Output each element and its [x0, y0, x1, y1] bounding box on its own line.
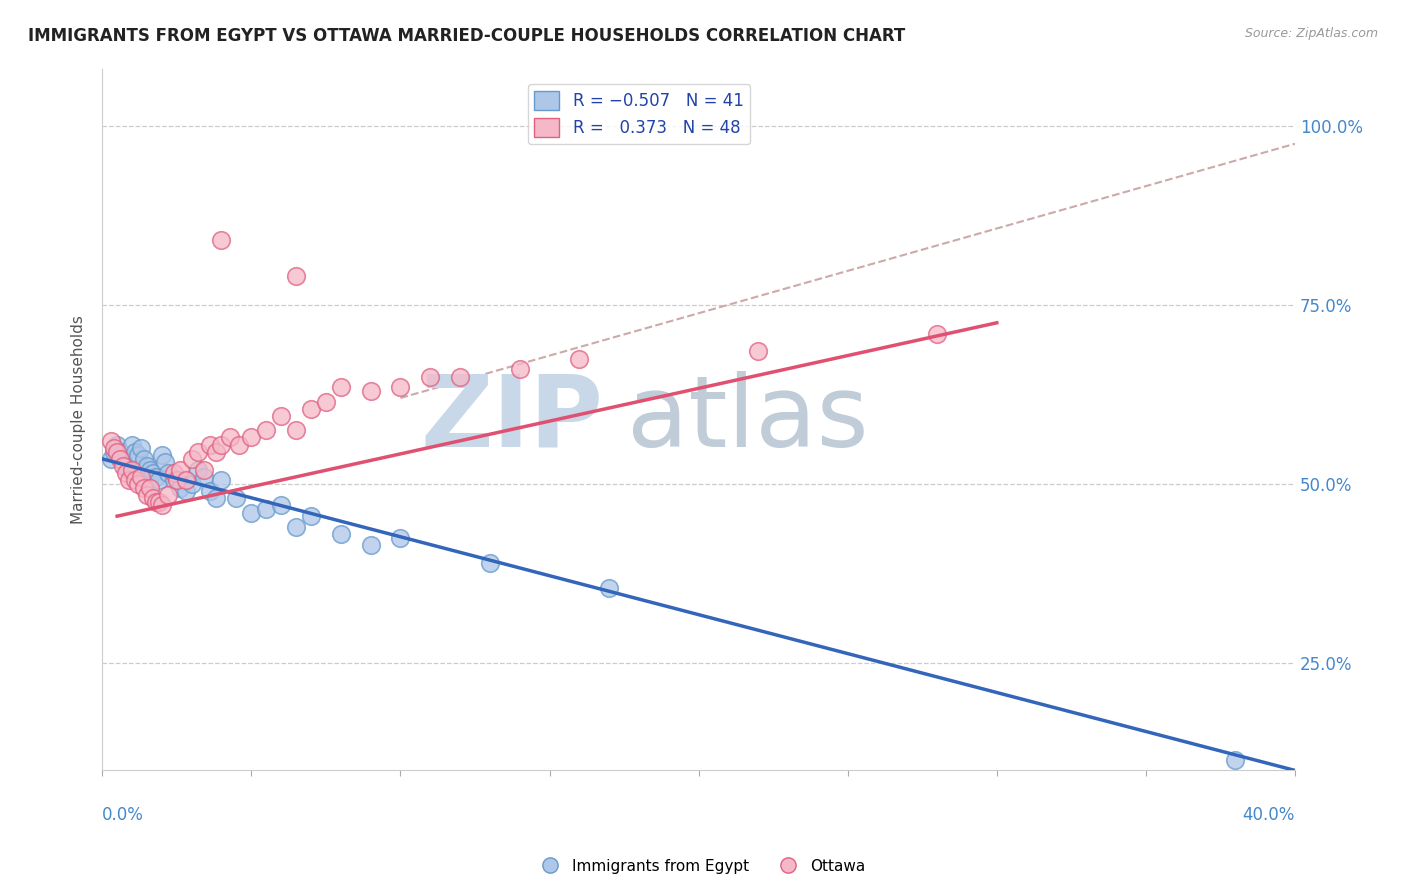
- Point: [228, 437, 250, 451]
- Point: [132, 481, 155, 495]
- Point: [142, 491, 165, 506]
- Point: [187, 444, 209, 458]
- Point: [187, 462, 209, 476]
- Point: [198, 484, 221, 499]
- Text: 0.0%: 0.0%: [103, 806, 143, 824]
- Point: [118, 474, 141, 488]
- Point: [270, 499, 292, 513]
- Point: [169, 462, 191, 476]
- Text: Source: ZipAtlas.com: Source: ZipAtlas.com: [1244, 27, 1378, 40]
- Point: [156, 488, 179, 502]
- Point: [1225, 753, 1247, 767]
- Point: [270, 409, 292, 423]
- Point: [180, 451, 202, 466]
- Text: ZIP: ZIP: [420, 371, 603, 468]
- Point: [136, 458, 159, 473]
- Point: [180, 477, 202, 491]
- Point: [285, 423, 308, 437]
- Point: [166, 474, 188, 488]
- Point: [156, 466, 179, 480]
- Point: [174, 484, 197, 499]
- Point: [150, 499, 173, 513]
- Point: [329, 527, 352, 541]
- Point: [127, 477, 149, 491]
- Point: [121, 462, 143, 476]
- Point: [112, 458, 135, 473]
- Point: [145, 495, 167, 509]
- Text: IMMIGRANTS FROM EGYPT VS OTTAWA MARRIED-COUPLE HOUSEHOLDS CORRELATION CHART: IMMIGRANTS FROM EGYPT VS OTTAWA MARRIED-…: [28, 27, 905, 45]
- Point: [211, 234, 233, 248]
- Point: [136, 488, 159, 502]
- Point: [121, 437, 143, 451]
- Point: [112, 451, 135, 466]
- Point: [127, 448, 149, 462]
- Point: [124, 474, 146, 488]
- Point: [148, 495, 170, 509]
- Point: [118, 462, 141, 476]
- Point: [204, 444, 226, 458]
- Point: [240, 506, 263, 520]
- Text: atlas: atlas: [627, 371, 869, 468]
- Legend: R = −0.507   N = 41, R =   0.373   N = 48: R = −0.507 N = 41, R = 0.373 N = 48: [527, 84, 751, 144]
- Point: [103, 441, 125, 455]
- Point: [254, 502, 277, 516]
- Point: [285, 520, 308, 534]
- Point: [211, 474, 233, 488]
- Point: [174, 474, 197, 488]
- Point: [211, 437, 233, 451]
- Point: [254, 423, 277, 437]
- Point: [105, 437, 128, 451]
- Point: [115, 458, 138, 473]
- Point: [478, 556, 501, 570]
- Point: [163, 474, 186, 488]
- Point: [169, 481, 191, 495]
- Point: [129, 441, 152, 455]
- Point: [139, 481, 162, 495]
- Point: [124, 444, 146, 458]
- Point: [108, 444, 131, 458]
- Point: [299, 401, 322, 416]
- Point: [419, 369, 441, 384]
- Point: [148, 474, 170, 488]
- Point: [389, 380, 412, 394]
- Point: [129, 470, 152, 484]
- Point: [285, 269, 308, 284]
- Point: [142, 466, 165, 480]
- Point: [360, 538, 382, 552]
- Point: [598, 581, 620, 595]
- Point: [145, 470, 167, 484]
- Point: [163, 466, 186, 480]
- Point: [927, 326, 949, 341]
- Point: [360, 384, 382, 398]
- Point: [108, 451, 131, 466]
- Point: [219, 430, 242, 444]
- Point: [204, 491, 226, 506]
- Point: [153, 455, 176, 469]
- Point: [747, 344, 769, 359]
- Legend: Immigrants from Egypt, Ottawa: Immigrants from Egypt, Ottawa: [534, 853, 872, 880]
- Point: [240, 430, 263, 444]
- Point: [103, 444, 125, 458]
- Point: [568, 351, 591, 366]
- Point: [225, 491, 247, 506]
- Point: [449, 369, 471, 384]
- Point: [105, 444, 128, 458]
- Point: [150, 448, 173, 462]
- Point: [299, 509, 322, 524]
- Point: [509, 362, 531, 376]
- Y-axis label: Married-couple Households: Married-couple Households: [72, 315, 86, 524]
- Point: [198, 437, 221, 451]
- Point: [132, 451, 155, 466]
- Text: 40.0%: 40.0%: [1243, 806, 1295, 824]
- Point: [100, 434, 122, 448]
- Point: [115, 466, 138, 480]
- Point: [193, 470, 215, 484]
- Point: [329, 380, 352, 394]
- Point: [315, 394, 337, 409]
- Point: [193, 462, 215, 476]
- Point: [389, 531, 412, 545]
- Point: [139, 462, 162, 476]
- Point: [100, 451, 122, 466]
